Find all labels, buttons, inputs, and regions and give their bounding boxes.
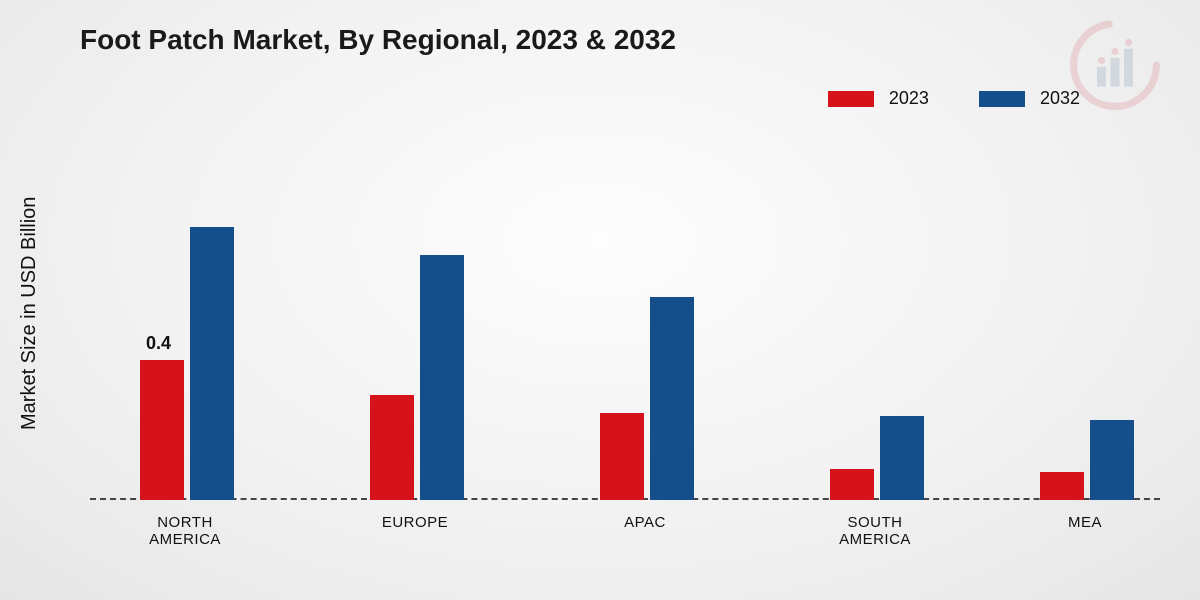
bar-2023: [140, 360, 184, 500]
bar-2032: [880, 416, 924, 500]
bar-2032: [650, 297, 694, 500]
x-axis-labels: NORTHAMERICA EUROPE APAC SOUTHAMERICA MEA: [90, 514, 1160, 554]
x-axis-label: SOUTHAMERICA: [815, 514, 935, 549]
bar-2023: [370, 395, 414, 500]
legend-item-2023: 2023: [828, 88, 929, 109]
legend-swatch-2023: [828, 91, 874, 107]
bar-2023: [1040, 472, 1084, 500]
y-axis-label: Market Size in USD Billion: [18, 197, 41, 430]
legend-label-2023: 2023: [889, 88, 929, 108]
bar-2032: [1090, 420, 1134, 501]
bar-2032: [190, 227, 234, 500]
chart-canvas: Foot Patch Market, By Regional, 2023 & 2…: [0, 0, 1200, 600]
x-axis-label: NORTHAMERICA: [125, 514, 245, 549]
bar-2023: [600, 413, 644, 501]
bar-2023: [830, 469, 874, 501]
legend: 2023 2032: [828, 88, 1080, 109]
chart-title: Foot Patch Market, By Regional, 2023 & 2…: [80, 24, 676, 56]
legend-item-2032: 2032: [979, 88, 1080, 109]
x-axis-label: EUROPE: [355, 514, 475, 531]
plot-area: 0.4: [90, 140, 1160, 500]
x-axis-label: MEA: [1025, 514, 1145, 531]
legend-label-2032: 2032: [1040, 88, 1080, 108]
bar-2032: [420, 255, 464, 500]
legend-swatch-2032: [979, 91, 1025, 107]
x-axis-label: APAC: [585, 514, 705, 531]
value-label-na-2023: 0.4: [146, 333, 171, 354]
